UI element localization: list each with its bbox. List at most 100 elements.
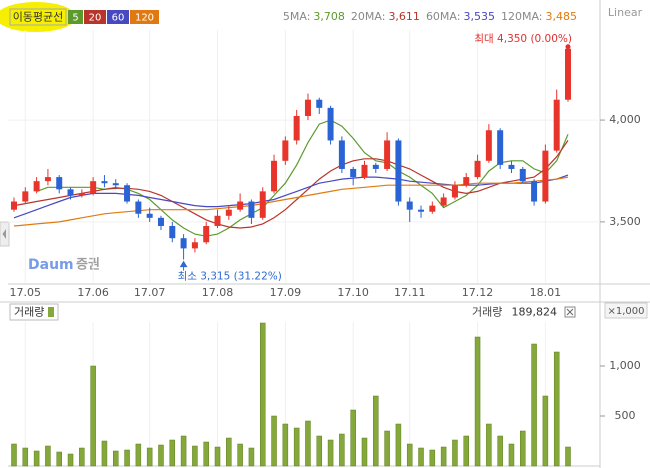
candle-body	[248, 201, 255, 218]
volume-y-tick-label: 500	[615, 409, 636, 422]
candle-body	[418, 209, 425, 212]
candle-body	[440, 197, 447, 206]
x-tick-label: 17.09	[270, 286, 302, 299]
volume-bar	[79, 447, 85, 467]
candle-body	[56, 177, 63, 190]
candle-body	[384, 140, 391, 169]
volume-bar	[180, 435, 187, 467]
candle-body	[474, 160, 481, 178]
candle-body	[316, 99, 323, 108]
x-tick-label: 17.11	[394, 286, 426, 299]
volume-bar	[11, 443, 17, 467]
candle-body	[406, 201, 413, 210]
volume-bar	[418, 447, 424, 467]
volume-bar	[531, 343, 537, 467]
x-tick-label: 18.01	[530, 286, 562, 299]
volume-bar	[248, 447, 255, 467]
candle-body	[237, 201, 244, 210]
volume-bar	[429, 449, 436, 467]
ma-readout-value: 3,611	[388, 10, 420, 23]
ma-button[interactable]	[130, 10, 159, 24]
ma-button[interactable]	[107, 10, 129, 24]
volume-bar	[553, 351, 560, 467]
logo-sub: 증권	[76, 258, 100, 273]
ma-line	[13, 176, 569, 227]
volume-bar	[271, 415, 277, 467]
x-tick-label: 17.07	[134, 286, 166, 299]
candle-body	[78, 193, 85, 196]
volume-bar	[339, 433, 345, 467]
ma-button-label: 120	[135, 13, 154, 24]
volume-legend-swatch	[48, 307, 54, 317]
volume-bar	[226, 437, 232, 467]
candle-body	[293, 115, 300, 141]
candle-body	[361, 164, 368, 178]
ma-readout-name: 20MA:	[351, 10, 386, 23]
volume-bar	[237, 443, 243, 467]
volume-bar	[508, 443, 515, 467]
volume-bar	[486, 423, 492, 467]
candle-body	[67, 189, 74, 196]
volume-bar	[90, 365, 96, 467]
x-tick-label: 17.12	[462, 286, 494, 299]
volume-bar	[146, 447, 153, 467]
max-marker	[565, 44, 571, 50]
candle-body	[44, 177, 51, 182]
candle-body	[395, 140, 402, 202]
ma-legend-box[interactable]	[9, 8, 67, 26]
volume-bar	[452, 439, 458, 467]
close-icon	[566, 308, 574, 316]
ma-legend-title: 이동평균선	[13, 11, 64, 24]
candle-body	[225, 209, 232, 216]
candle-body	[463, 177, 470, 186]
candle-body	[157, 217, 164, 226]
volume-bar	[33, 450, 40, 467]
x-tick-label: 17.06	[77, 286, 109, 299]
volume-bar	[22, 447, 29, 467]
ma-readout: 5MA: 3,708 20MA: 3,611 60MA: 3,535 120MA: 3,485	[283, 10, 577, 23]
ma-readout-value: 3,708	[313, 10, 345, 23]
ma-button[interactable]	[84, 10, 106, 24]
volume-bar	[203, 441, 209, 467]
x-tick-label: 17.05	[10, 286, 42, 299]
logo: Daum	[28, 257, 74, 273]
candle-body	[327, 107, 334, 141]
candle-body	[271, 160, 278, 192]
volume-bar	[463, 435, 469, 467]
x-tick-label: 17.08	[202, 286, 234, 299]
scale-label[interactable]: Linear	[608, 6, 643, 19]
y-tick-label: 3,500	[609, 215, 641, 228]
ma-readout-value: 3,535	[463, 10, 495, 23]
ma-button-label: 60	[112, 13, 125, 24]
candle-body	[259, 191, 266, 218]
candle-body	[304, 99, 311, 116]
candle-body	[191, 242, 198, 249]
candle-body	[180, 238, 187, 249]
candle-body	[11, 201, 17, 210]
highlight	[0, 2, 76, 32]
candle-body	[169, 225, 176, 239]
volume-bar	[67, 453, 74, 467]
volume-bar	[56, 451, 62, 467]
volume-bar	[474, 336, 481, 467]
ma-button[interactable]	[68, 10, 83, 24]
candle-body	[372, 164, 379, 169]
volume-bar	[259, 322, 266, 467]
volume-bar	[565, 446, 571, 467]
volume-bar	[316, 435, 323, 467]
volume-bar	[350, 409, 356, 467]
volume-legend-box[interactable]	[9, 303, 59, 321]
volume-bar	[406, 443, 413, 467]
ma-readout-name: 5MA:	[283, 10, 311, 23]
y-tick-label: 4,000	[609, 113, 641, 126]
candle-body	[565, 48, 571, 100]
candle-body	[33, 181, 40, 192]
volume-bar	[282, 423, 289, 467]
ma-button-label: 20	[89, 13, 102, 24]
candle-body	[429, 205, 436, 212]
candle-body	[146, 213, 153, 218]
volume-bar	[169, 439, 176, 467]
